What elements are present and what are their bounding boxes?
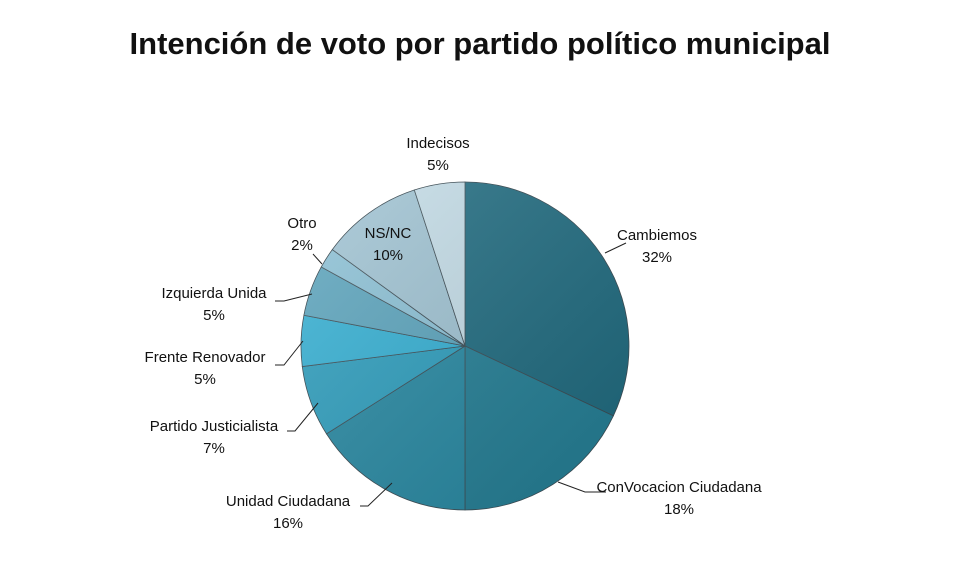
leader-line	[604, 242, 627, 254]
slice-percent-label: 18%	[664, 501, 694, 518]
slice-label: Unidad Ciudadana	[226, 493, 351, 510]
slice-label: ConVocacion Ciudadana	[596, 479, 762, 496]
slice-label: Partido Justicialista	[150, 418, 279, 435]
leader-line	[312, 253, 323, 265]
slice-percent-label: 5%	[194, 371, 216, 388]
slice-label: Cambiemos	[617, 227, 697, 244]
slice-percent-label: 10%	[373, 247, 403, 264]
slice-label: Otro	[287, 215, 316, 232]
slice-percent-label: 2%	[291, 237, 313, 254]
slice-percent-label: 5%	[427, 157, 449, 174]
slice-percent-label: 32%	[642, 249, 672, 266]
leader-line	[287, 402, 319, 432]
leader-line	[275, 340, 304, 366]
leader-line	[360, 482, 393, 507]
slice-label: NS/NC	[365, 225, 412, 242]
leader-line	[275, 293, 313, 302]
leader-line	[557, 481, 606, 493]
slice-label: Izquierda Unida	[161, 285, 267, 302]
slice-label: Frente Renovador	[145, 349, 266, 366]
slice-percent-label: 16%	[273, 515, 303, 532]
slice-percent-label: 5%	[203, 307, 225, 324]
slice-label: Indecisos	[406, 135, 469, 152]
slice-percent-label: 7%	[203, 440, 225, 457]
chart-title: Intención de voto por partido político m…	[129, 26, 831, 61]
